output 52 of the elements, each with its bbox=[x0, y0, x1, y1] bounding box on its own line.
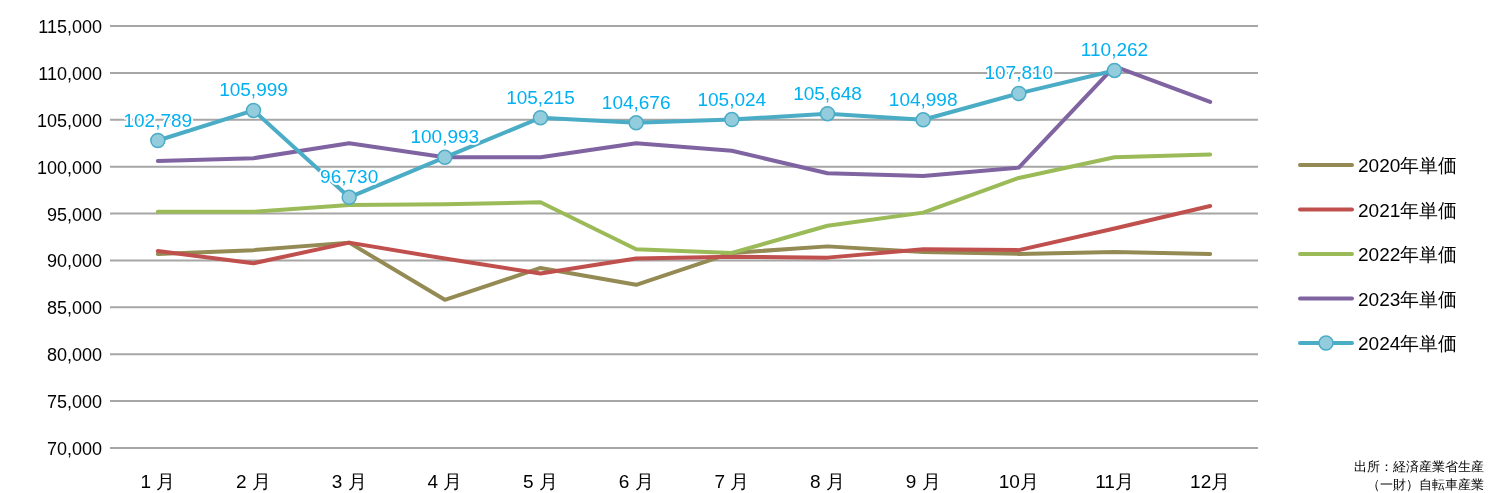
line-series bbox=[155, 204, 1213, 276]
point bbox=[915, 112, 931, 128]
data-label: 100,993 bbox=[410, 126, 480, 148]
y-tick-label: 95,000 bbox=[46, 204, 102, 225]
x-tick-label: 7 月 bbox=[714, 471, 750, 492]
data-label: 107,810 bbox=[984, 62, 1054, 84]
text: （一財）自転車産業 bbox=[1367, 477, 1484, 492]
y-tick-label: 100,000 bbox=[36, 157, 102, 178]
y-tick-label: 75,000 bbox=[46, 392, 102, 413]
x-tick-label: 8 月 bbox=[810, 471, 845, 492]
data-label: 105,215 bbox=[506, 86, 575, 108]
x-tick-label: 3 月 bbox=[331, 471, 367, 492]
y-tick-label: 90,000 bbox=[46, 251, 102, 272]
legend-label: 2023年単価 bbox=[1358, 288, 1458, 310]
point bbox=[1106, 62, 1123, 79]
text: 出所：経済産業省生産 bbox=[1354, 459, 1484, 474]
point bbox=[437, 149, 453, 166]
x-tick-label: 10月 bbox=[998, 471, 1039, 492]
point bbox=[532, 110, 549, 126]
y-tick-label: 85,000 bbox=[46, 298, 102, 319]
point bbox=[1011, 85, 1027, 102]
y-tick-label: 80,000 bbox=[46, 345, 102, 366]
x-tick-label: 4 月 bbox=[427, 471, 463, 492]
y-tick-label: 115,000 bbox=[38, 17, 102, 37]
data-label: 104,676 bbox=[601, 91, 671, 113]
legend-label: 2020年単価 bbox=[1358, 155, 1458, 176]
x-tick-label: 11月 bbox=[1095, 471, 1134, 492]
legend-label: 2022年単価 bbox=[1358, 244, 1458, 265]
x-tick-label: 12月 bbox=[1190, 471, 1231, 492]
point bbox=[819, 105, 836, 122]
data-label: 105,648 bbox=[793, 82, 862, 104]
data-label: 105,999 bbox=[219, 79, 288, 101]
x-tick-label: 2 月 bbox=[236, 471, 271, 492]
legend-label: 2024年単価 bbox=[1358, 333, 1458, 354]
x-tick-label: 9 月 bbox=[905, 471, 941, 492]
data-label: 102,789 bbox=[123, 109, 193, 131]
data-label: 105,024 bbox=[697, 88, 767, 110]
x-tick-label: 1 月 bbox=[140, 471, 176, 492]
point bbox=[150, 132, 166, 149]
data-label: 110,262 bbox=[1080, 39, 1149, 61]
point bbox=[341, 189, 357, 206]
legend-label: 2021年単価 bbox=[1358, 199, 1458, 221]
x-tick-label: 6 月 bbox=[618, 471, 654, 492]
y-tick-label: 110,000 bbox=[38, 63, 102, 84]
point bbox=[628, 115, 644, 131]
point bbox=[245, 102, 262, 119]
line-series bbox=[155, 152, 1213, 255]
y-tick-label: 105,000 bbox=[36, 110, 102, 131]
x-tick-label: 5 月 bbox=[523, 471, 558, 492]
y-tick-label: 70,000 bbox=[46, 439, 102, 459]
data-label: 104,998 bbox=[888, 88, 958, 110]
point bbox=[724, 111, 740, 128]
